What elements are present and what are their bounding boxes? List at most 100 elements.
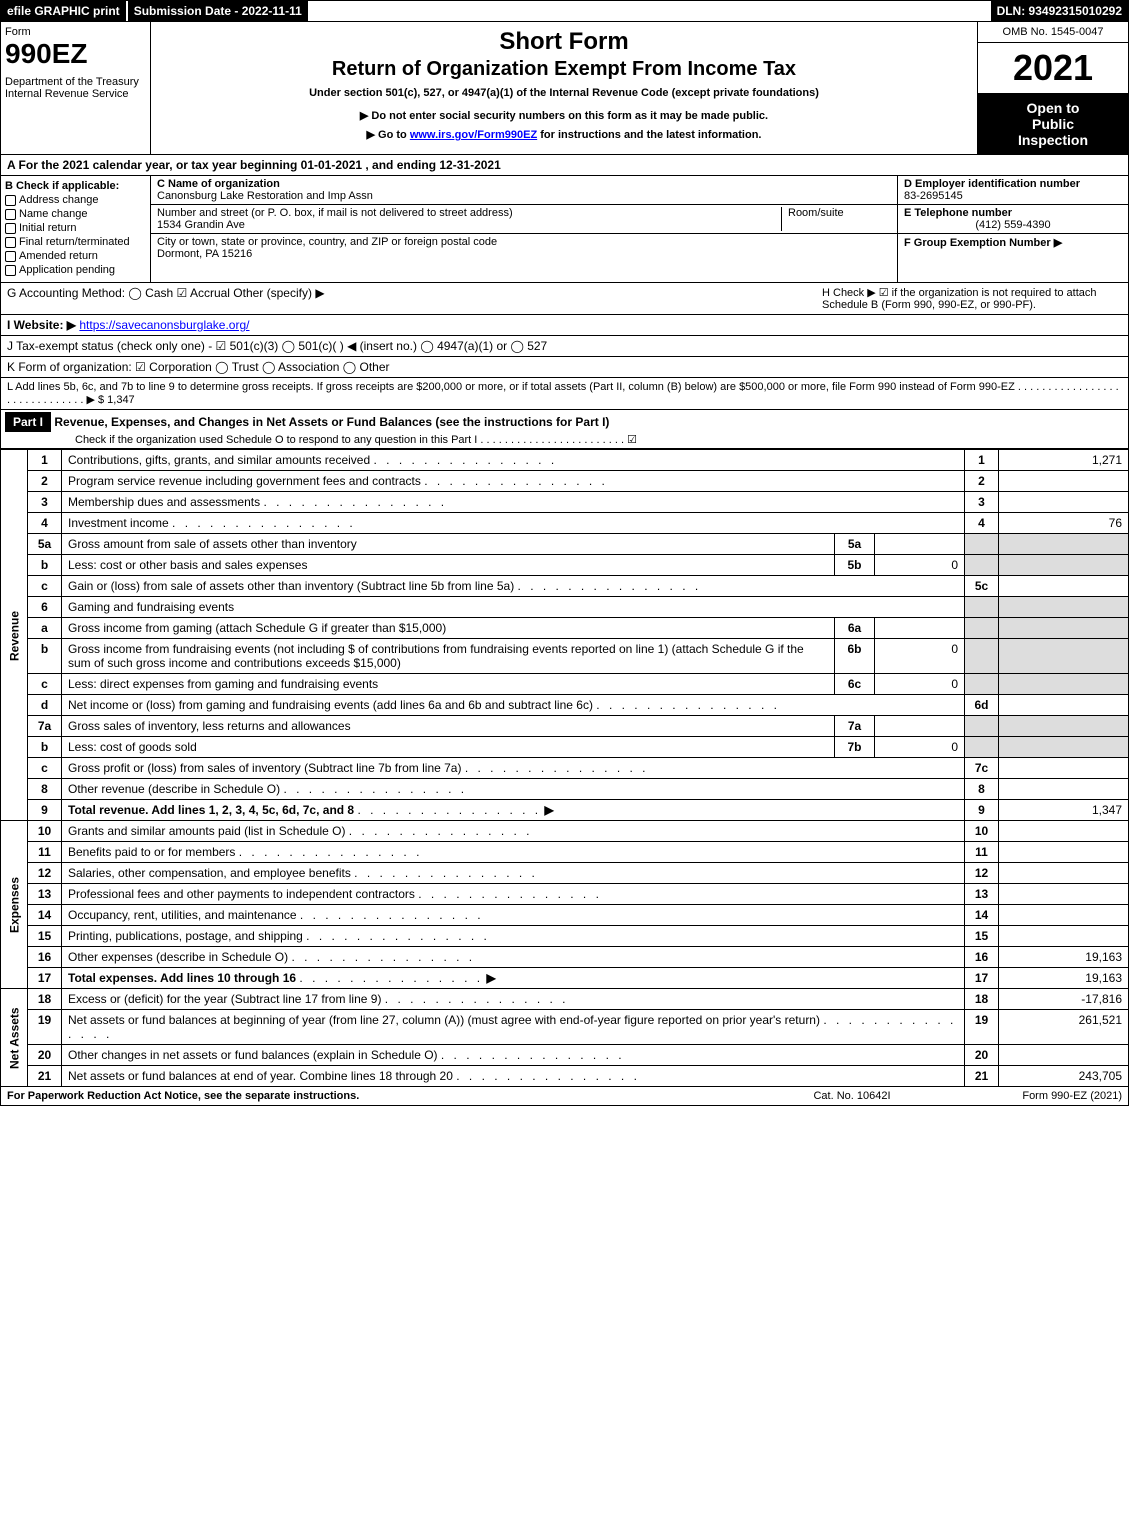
line-g: G Accounting Method: ◯ Cash ☑ Accrual Ot… xyxy=(7,286,822,311)
form-header: Form 990EZ Department of the Treasury In… xyxy=(0,22,1129,155)
line-j: J Tax-exempt status (check only one) - ☑… xyxy=(0,336,1129,357)
line-number: 14 xyxy=(28,905,62,926)
line-number: 15 xyxy=(28,926,62,947)
amount: 76 xyxy=(999,513,1129,534)
chk-amended[interactable]: Amended return xyxy=(5,250,146,262)
amount-shaded xyxy=(999,674,1129,695)
line-desc: Professional fees and other payments to … xyxy=(62,884,965,905)
right-line-number: 5c xyxy=(965,576,999,597)
part1-badge: Part I xyxy=(5,412,51,432)
right-line-number: 17 xyxy=(965,968,999,989)
table-row: 15Printing, publications, postage, and s… xyxy=(1,926,1129,947)
line-desc: Gross income from gaming (attach Schedul… xyxy=(62,618,835,639)
header-left: Form 990EZ Department of the Treasury In… xyxy=(1,22,151,154)
group-label: F Group Exemption Number ▶ xyxy=(904,236,1122,249)
line-desc: Printing, publications, postage, and shi… xyxy=(62,926,965,947)
section-label: Net Assets xyxy=(1,989,28,1087)
table-row: cGross profit or (loss) from sales of in… xyxy=(1,758,1129,779)
right-line-number: 4 xyxy=(965,513,999,534)
table-row: 3Membership dues and assessments . . . .… xyxy=(1,492,1129,513)
spacer xyxy=(308,1,991,21)
line-desc: Benefits paid to or for members . . . . … xyxy=(62,842,965,863)
sub-line-number: 6b xyxy=(835,639,875,674)
chk-address[interactable]: Address change xyxy=(5,194,146,206)
table-row: 5aGross amount from sale of assets other… xyxy=(1,534,1129,555)
line-number: 1 xyxy=(28,450,62,471)
part1-header: Part I Revenue, Expenses, and Changes in… xyxy=(0,410,1129,449)
amount xyxy=(999,863,1129,884)
line-desc: Net assets or fund balances at end of ye… xyxy=(62,1066,965,1087)
line-number: 18 xyxy=(28,989,62,1010)
chk-final[interactable]: Final return/terminated xyxy=(5,236,146,248)
table-row: 9Total revenue. Add lines 1, 2, 3, 4, 5c… xyxy=(1,800,1129,821)
chk-name[interactable]: Name change xyxy=(5,208,146,220)
dept-label: Department of the Treasury xyxy=(5,76,146,88)
line-desc: Occupancy, rent, utilities, and maintena… xyxy=(62,905,965,926)
sub-line-number: 6c xyxy=(835,674,875,695)
amount xyxy=(999,821,1129,842)
line-desc: Grants and similar amounts paid (list in… xyxy=(62,821,965,842)
table-row: 16Other expenses (describe in Schedule O… xyxy=(1,947,1129,968)
right-num-shaded xyxy=(965,639,999,674)
line-desc: Gross sales of inventory, less returns a… xyxy=(62,716,835,737)
table-row: Net Assets18Excess or (deficit) for the … xyxy=(1,989,1129,1010)
line-number: 4 xyxy=(28,513,62,534)
amount xyxy=(999,779,1129,800)
right-line-number: 18 xyxy=(965,989,999,1010)
right-num-shaded xyxy=(965,737,999,758)
line-desc: Less: cost or other basis and sales expe… xyxy=(62,555,835,576)
table-row: Revenue1Contributions, gifts, grants, an… xyxy=(1,450,1129,471)
line-number: b xyxy=(28,737,62,758)
submission-date-button[interactable]: Submission Date - 2022-11-11 xyxy=(128,1,308,21)
form-number: 990EZ xyxy=(5,38,146,70)
amount: 19,163 xyxy=(999,968,1129,989)
table-row: 19Net assets or fund balances at beginni… xyxy=(1,1010,1129,1045)
line-number: 12 xyxy=(28,863,62,884)
section-label: Expenses xyxy=(1,821,28,989)
amount-shaded xyxy=(999,618,1129,639)
right-line-number: 12 xyxy=(965,863,999,884)
chk-initial[interactable]: Initial return xyxy=(5,222,146,234)
box-b-title: B Check if applicable: xyxy=(5,180,146,192)
amount: 1,347 xyxy=(999,800,1129,821)
line-number: 6 xyxy=(28,597,62,618)
box-b: B Check if applicable: Address change Na… xyxy=(1,176,151,282)
tax-year: 2021 xyxy=(978,43,1128,94)
right-line-number: 11 xyxy=(965,842,999,863)
efile-print-button[interactable]: efile GRAPHIC print xyxy=(1,1,128,21)
dln-label: DLN: 93492315010292 xyxy=(991,1,1128,21)
line-i-label: I Website: ▶ xyxy=(7,318,76,332)
top-bar: efile GRAPHIC print Submission Date - 20… xyxy=(0,0,1129,22)
table-row: cLess: direct expenses from gaming and f… xyxy=(1,674,1129,695)
line-number: 21 xyxy=(28,1066,62,1087)
chk-pending[interactable]: Application pending xyxy=(5,264,146,276)
part1-title: Revenue, Expenses, and Changes in Net As… xyxy=(54,415,609,429)
right-num-shaded xyxy=(965,618,999,639)
section-label: Revenue xyxy=(1,450,28,821)
line-desc: Membership dues and assessments . . . . … xyxy=(62,492,965,513)
irs-link[interactable]: www.irs.gov/Form990EZ xyxy=(410,129,537,141)
right-num-shaded xyxy=(965,716,999,737)
sub-amount: 0 xyxy=(875,639,965,674)
line-i: I Website: ▶ https://savecanonsburglake.… xyxy=(0,315,1129,336)
table-row: 11Benefits paid to or for members . . . … xyxy=(1,842,1129,863)
right-num-shaded xyxy=(965,534,999,555)
sub-amount xyxy=(875,716,965,737)
sub-amount xyxy=(875,534,965,555)
right-line-number: 9 xyxy=(965,800,999,821)
inspection-badge: Open to Public Inspection xyxy=(978,94,1128,154)
table-row: aGross income from gaming (attach Schedu… xyxy=(1,618,1129,639)
line-number: a xyxy=(28,618,62,639)
line-k: K Form of organization: ☑ Corporation ◯ … xyxy=(0,357,1129,378)
line-number: 7a xyxy=(28,716,62,737)
footer: For Paperwork Reduction Act Notice, see … xyxy=(0,1087,1129,1106)
amount xyxy=(999,492,1129,513)
table-row: 20Other changes in net assets or fund ba… xyxy=(1,1045,1129,1066)
right-line-number: 13 xyxy=(965,884,999,905)
footer-formref: Form 990-EZ (2021) xyxy=(952,1090,1122,1102)
website-link[interactable]: https://savecanonsburglake.org/ xyxy=(79,318,249,332)
amount xyxy=(999,758,1129,779)
tel-label: E Telephone number xyxy=(904,207,1122,219)
header-right: OMB No. 1545-0047 2021 Open to Public In… xyxy=(978,22,1128,154)
line-number: 17 xyxy=(28,968,62,989)
